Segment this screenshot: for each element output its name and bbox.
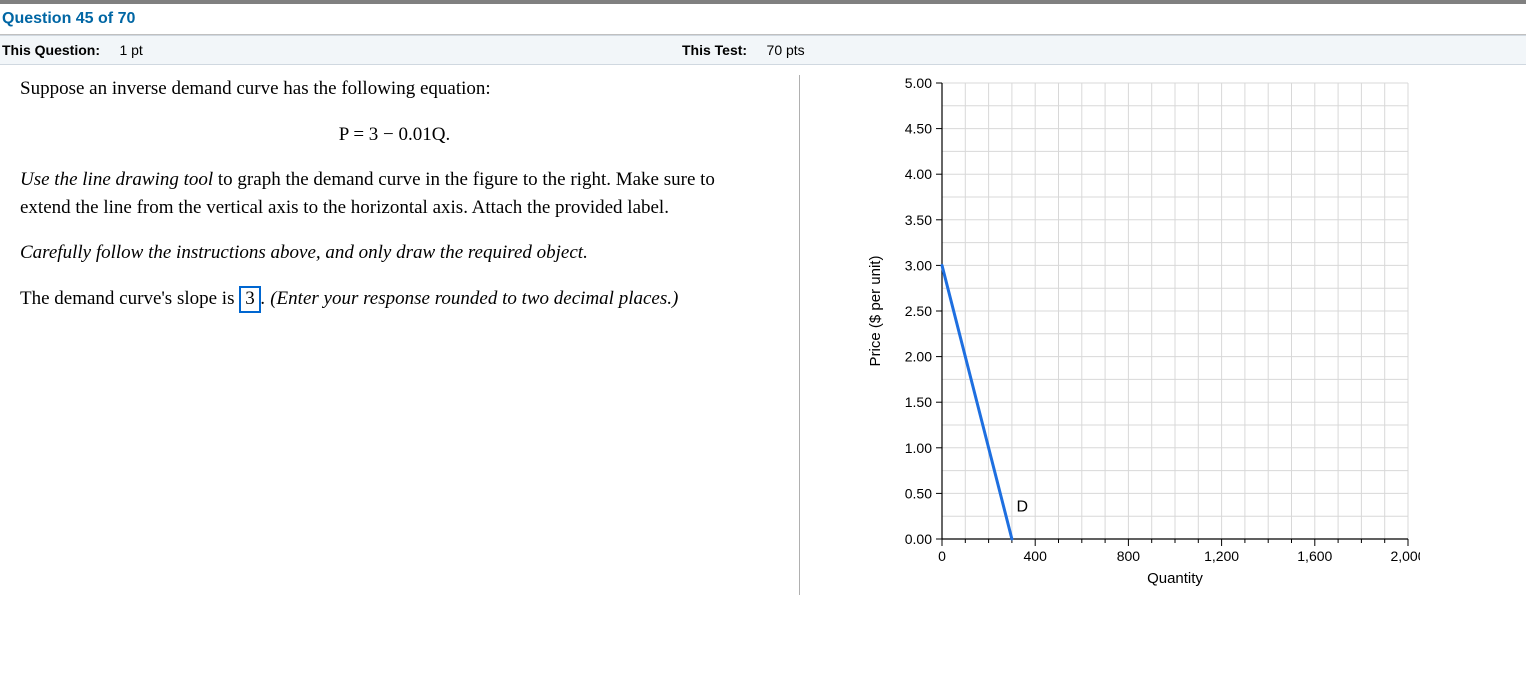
svg-text:D: D bbox=[1017, 499, 1029, 516]
svg-text:2.50: 2.50 bbox=[905, 303, 932, 319]
svg-text:0: 0 bbox=[938, 548, 946, 564]
instruction-1-tool: Use the line drawing tool bbox=[20, 169, 213, 190]
svg-text:400: 400 bbox=[1024, 548, 1048, 564]
svg-text:4.50: 4.50 bbox=[905, 121, 932, 137]
equation: P = 3 − 0.01Q. bbox=[20, 121, 769, 149]
points-bar: This Question: 1 pt This Test: 70 pts bbox=[0, 35, 1526, 65]
question-header: Question 45 of 70 bbox=[0, 4, 1526, 35]
this-question-label: This Question: bbox=[2, 42, 100, 58]
question-intro: Suppose an inverse demand curve has the … bbox=[20, 75, 769, 103]
question-text-panel: Suppose an inverse demand curve has the … bbox=[20, 75, 800, 595]
svg-text:2.00: 2.00 bbox=[905, 349, 932, 365]
svg-text:3.00: 3.00 bbox=[905, 257, 932, 273]
content-area: Suppose an inverse demand curve has the … bbox=[0, 65, 1526, 615]
slope-prefix: The demand curve's slope is bbox=[20, 288, 239, 309]
instruction-2: Carefully follow the instructions above,… bbox=[20, 239, 769, 267]
svg-text:0.50: 0.50 bbox=[905, 485, 932, 501]
svg-text:1,600: 1,600 bbox=[1297, 548, 1332, 564]
slope-line: The demand curve's slope is 3. (Enter yo… bbox=[20, 285, 769, 313]
svg-text:Price ($ per unit): Price ($ per unit) bbox=[867, 256, 884, 367]
svg-text:Quantity: Quantity bbox=[1147, 570, 1203, 587]
svg-text:1.50: 1.50 bbox=[905, 394, 932, 410]
demand-chart[interactable]: 0 400 800 1,200 1,600 2,000 0.00 0.50 1.00 1.50 2.… bbox=[860, 75, 1420, 595]
slope-input[interactable]: 3 bbox=[239, 286, 261, 313]
this-test-label: This Test: bbox=[682, 42, 747, 58]
this-question-pts: 1 pt bbox=[119, 42, 142, 58]
question-number: Question 45 of 70 bbox=[2, 10, 135, 27]
this-test-pts: 70 pts bbox=[767, 42, 805, 58]
svg-text:800: 800 bbox=[1117, 548, 1141, 564]
chart-panel: 0 400 800 1,200 1,600 2,000 0.00 0.50 1.00 1.50 2.… bbox=[800, 75, 1506, 595]
svg-text:3.50: 3.50 bbox=[905, 212, 932, 228]
svg-text:1.00: 1.00 bbox=[905, 440, 932, 456]
svg-text:4.00: 4.00 bbox=[905, 166, 932, 182]
instruction-1: Use the line drawing tool to graph the d… bbox=[20, 166, 769, 221]
svg-text:0.00: 0.00 bbox=[905, 531, 932, 547]
slope-suffix: . (Enter your response rounded to two de… bbox=[261, 288, 679, 309]
svg-text:5.00: 5.00 bbox=[905, 75, 932, 91]
svg-text:2,000: 2,000 bbox=[1390, 548, 1420, 564]
svg-text:1,200: 1,200 bbox=[1204, 548, 1239, 564]
